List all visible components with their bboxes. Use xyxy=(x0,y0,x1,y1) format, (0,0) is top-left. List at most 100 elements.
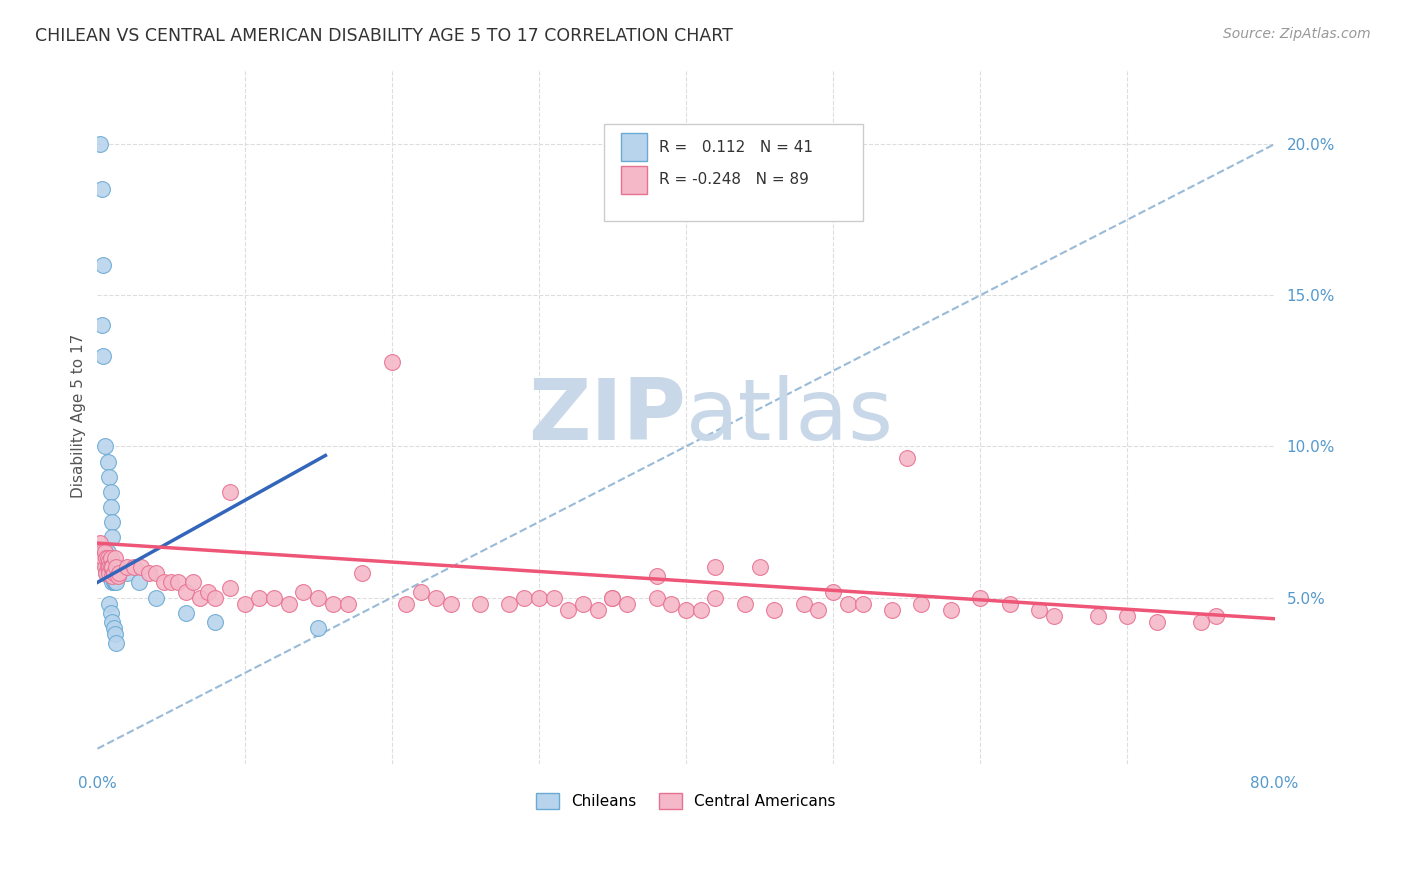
Point xyxy=(307,591,329,605)
Point xyxy=(1205,608,1227,623)
Point xyxy=(689,602,711,616)
Point xyxy=(602,591,624,605)
FancyBboxPatch shape xyxy=(603,124,862,221)
Point xyxy=(645,569,668,583)
Point xyxy=(101,615,124,629)
Point xyxy=(97,560,120,574)
Text: atlas: atlas xyxy=(686,375,894,458)
Point xyxy=(218,582,240,596)
Point xyxy=(100,484,122,499)
Bar xyxy=(621,133,647,161)
Point xyxy=(181,575,204,590)
Point xyxy=(91,551,114,566)
Point xyxy=(98,560,121,574)
Point xyxy=(101,560,124,574)
Point xyxy=(101,569,124,583)
Text: ZIP: ZIP xyxy=(529,375,686,458)
Point xyxy=(107,569,129,583)
Text: CHILEAN VS CENTRAL AMERICAN DISABILITY AGE 5 TO 17 CORRELATION CHART: CHILEAN VS CENTRAL AMERICAN DISABILITY A… xyxy=(35,27,733,45)
Point xyxy=(90,545,112,559)
Point xyxy=(468,597,491,611)
Point xyxy=(1028,602,1050,616)
Point xyxy=(645,591,668,605)
Point xyxy=(100,560,122,574)
Point xyxy=(104,551,127,566)
Point xyxy=(101,575,124,590)
Point xyxy=(807,602,830,616)
Point xyxy=(910,597,932,611)
Point xyxy=(616,597,638,611)
Bar xyxy=(621,166,647,194)
Point xyxy=(103,575,125,590)
Point xyxy=(160,575,183,590)
Point xyxy=(1146,615,1168,629)
Point xyxy=(91,349,114,363)
Point xyxy=(763,602,786,616)
Text: R =   0.112   N = 41: R = 0.112 N = 41 xyxy=(659,139,813,154)
Point xyxy=(93,439,115,453)
Point xyxy=(167,575,190,590)
Point xyxy=(939,602,962,616)
Point xyxy=(101,530,124,544)
Point xyxy=(352,566,374,581)
Point xyxy=(105,560,128,574)
Point xyxy=(93,545,115,559)
Point xyxy=(734,597,756,611)
Point xyxy=(100,551,122,566)
Point xyxy=(527,591,550,605)
Point xyxy=(138,566,160,581)
Point xyxy=(1189,615,1212,629)
Point xyxy=(218,484,240,499)
Point xyxy=(204,615,226,629)
Point xyxy=(108,560,131,574)
Point xyxy=(98,569,121,583)
Point xyxy=(896,451,918,466)
Point xyxy=(1087,608,1109,623)
Point xyxy=(97,545,120,559)
Point xyxy=(96,551,118,566)
Point xyxy=(103,621,125,635)
Point xyxy=(96,566,118,581)
Point xyxy=(439,597,461,611)
Point xyxy=(98,551,121,566)
Point xyxy=(90,182,112,196)
Point xyxy=(100,500,122,514)
Legend: Chileans, Central Americans: Chileans, Central Americans xyxy=(530,787,842,815)
Point xyxy=(100,606,122,620)
Point xyxy=(748,560,770,574)
Point xyxy=(277,597,299,611)
Point xyxy=(793,597,815,611)
Y-axis label: Disability Age 5 to 17: Disability Age 5 to 17 xyxy=(72,334,86,499)
Point xyxy=(204,591,226,605)
Point xyxy=(837,597,859,611)
Point xyxy=(105,575,128,590)
Point xyxy=(409,584,432,599)
Point xyxy=(97,551,120,566)
Point xyxy=(97,454,120,468)
Point xyxy=(969,591,991,605)
Point xyxy=(108,566,131,581)
Point xyxy=(145,566,167,581)
Point xyxy=(104,627,127,641)
Point xyxy=(513,591,536,605)
Point xyxy=(602,591,624,605)
Point xyxy=(659,597,682,611)
Point xyxy=(93,560,115,574)
Text: Source: ZipAtlas.com: Source: ZipAtlas.com xyxy=(1223,27,1371,41)
Point xyxy=(89,536,111,550)
Point xyxy=(543,591,565,605)
Point xyxy=(174,584,197,599)
Point xyxy=(103,566,125,581)
Point xyxy=(233,597,256,611)
Point xyxy=(91,258,114,272)
Point xyxy=(100,551,122,566)
Point xyxy=(704,560,727,574)
Point xyxy=(1116,608,1139,623)
Point xyxy=(115,566,138,581)
Point xyxy=(145,591,167,605)
Point xyxy=(96,566,118,581)
Point xyxy=(98,554,121,568)
Point xyxy=(104,575,127,590)
Point xyxy=(105,636,128,650)
Point xyxy=(880,602,903,616)
